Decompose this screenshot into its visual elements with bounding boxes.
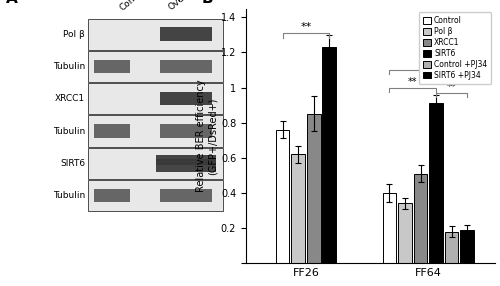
- Bar: [156, 155, 216, 172]
- Bar: [88, 148, 223, 179]
- Text: **: **: [300, 22, 312, 32]
- Text: Control: Control: [118, 0, 148, 12]
- Bar: [94, 189, 130, 202]
- Bar: [94, 124, 130, 138]
- Text: **: **: [424, 59, 433, 69]
- Bar: [88, 83, 223, 114]
- Text: Overexpression: Overexpression: [167, 0, 226, 12]
- Bar: [156, 159, 216, 165]
- Text: XRCC1: XRCC1: [55, 94, 85, 103]
- Bar: [276, 130, 289, 263]
- Bar: [160, 92, 212, 105]
- Text: **: **: [447, 82, 456, 92]
- Bar: [160, 27, 212, 41]
- Bar: [445, 232, 458, 263]
- Text: A: A: [6, 0, 18, 6]
- Y-axis label: Relative BER efficiency
(GFP+/DsRed+): Relative BER efficiency (GFP+/DsRed+): [196, 80, 218, 192]
- Bar: [398, 203, 412, 263]
- Bar: [292, 154, 305, 263]
- Bar: [414, 174, 428, 263]
- Text: Tubulin: Tubulin: [53, 62, 85, 71]
- Bar: [88, 180, 223, 211]
- Text: SIRT6: SIRT6: [60, 159, 85, 168]
- Bar: [160, 124, 212, 138]
- Text: Tubulin: Tubulin: [53, 126, 85, 136]
- Bar: [429, 103, 443, 263]
- Bar: [460, 230, 474, 263]
- Bar: [88, 19, 223, 49]
- Bar: [88, 116, 223, 146]
- Bar: [94, 60, 130, 73]
- Bar: [307, 114, 320, 263]
- Legend: Control, Pol β, XRCC1, SIRT6, Control +PJ34, SIRT6 +PJ34: Control, Pol β, XRCC1, SIRT6, Control +P…: [419, 12, 491, 84]
- Bar: [322, 47, 336, 263]
- Bar: [160, 189, 212, 202]
- Bar: [160, 60, 212, 73]
- Text: Pol β: Pol β: [64, 29, 85, 39]
- Text: **: **: [408, 77, 418, 87]
- Text: B: B: [201, 0, 213, 6]
- Text: Tubulin: Tubulin: [53, 191, 85, 200]
- Bar: [382, 193, 396, 263]
- Bar: [88, 51, 223, 82]
